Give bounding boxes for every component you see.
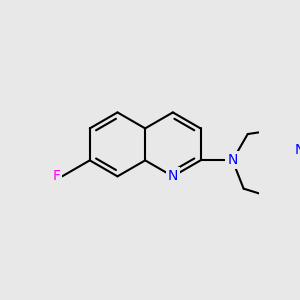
Text: N: N <box>295 143 300 157</box>
Text: N: N <box>168 169 178 183</box>
Text: F: F <box>52 169 60 183</box>
Text: N: N <box>227 153 238 167</box>
